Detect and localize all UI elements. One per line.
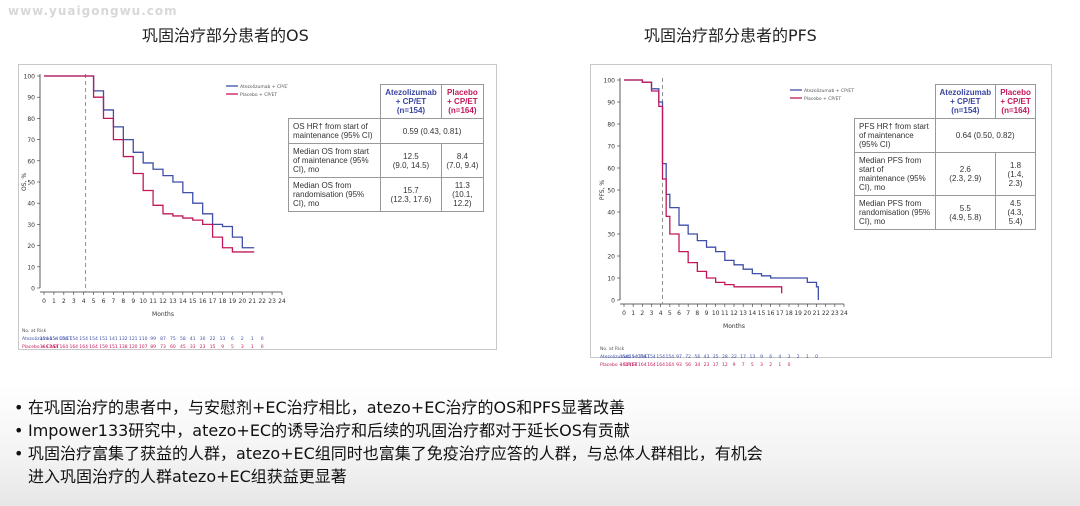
col-header-atezolizumab: Atezolizumab + CP/ET (n=154) <box>934 84 997 119</box>
col-header-line: (n=164) <box>448 106 477 115</box>
at-risk-count: 164 <box>647 362 656 368</box>
at-risk-count: 164 <box>656 362 665 368</box>
median-randomisation-atezo: 5.5 (4.9, 5.8) <box>934 195 997 230</box>
ci: (7.0, 9.4) <box>446 160 479 170</box>
bullet-dot: • <box>14 398 24 417</box>
at-risk-count: 164 <box>638 362 647 368</box>
median-maintenance-label: Median PFS from start of maintenance (95… <box>854 152 936 196</box>
value: 8.4 <box>456 151 468 161</box>
ci: (4.3, 5.4) <box>1007 208 1024 226</box>
at-risk-count: 2 <box>769 362 772 368</box>
bullet-item: • Impower133研究中，atezo+EC的诱导治疗和后续的巩固治疗都对于延… <box>14 419 763 442</box>
ci: (2.3, 2.9) <box>949 174 982 183</box>
at-risk-row-label: Placebo + CP/ET <box>600 362 637 368</box>
col-header-line: Atezolizumab <box>385 88 437 97</box>
at-risk-count: 164 <box>629 362 638 368</box>
value: 5.5 <box>959 203 971 213</box>
median-randomisation-placebo: 4.5 (4.3, 5.4) <box>995 195 1036 230</box>
ci: (4.9, 5.8) <box>949 212 982 222</box>
ci: (10.1, 12.2) <box>452 190 473 208</box>
bullet-text: Impower133研究中，atezo+EC的诱导治疗和后续的巩固治疗都对于延长… <box>28 421 630 440</box>
ci: (9.0, 14.5) <box>392 160 430 170</box>
pfs-summary-table: Atezolizumab + CP/ET (n=154) Placebo + C… <box>854 84 1037 230</box>
os-summary-table: Atezolizumab + CP/ET (n=154) Placebo + C… <box>287 84 485 212</box>
col-header-line: (n=154) <box>396 106 426 115</box>
median-randomisation-atezo: 15.7 (12.3, 17.6) <box>380 177 442 212</box>
col-header-line: (n=164) <box>1001 106 1030 115</box>
col-header-line: + CP/ET <box>950 97 981 106</box>
at-risk-count: 5 <box>751 362 754 368</box>
col-header-line: + CP/ET <box>447 97 478 106</box>
at-risk-count: 17 <box>713 362 719 368</box>
bullet-list: • 在巩固治疗的患者中，与安慰剂+EC治疗相比，atezo+EC治疗的OS和PFS… <box>14 396 763 488</box>
table-corner <box>288 84 381 119</box>
median-randomisation-label: Median OS from randomisation (95% CI), m… <box>287 177 382 212</box>
os-panel-title: 巩固治疗部分患者的OS <box>142 26 309 45</box>
at-risk-count: 23 <box>704 362 710 368</box>
at-risk-count: 3 <box>760 362 763 368</box>
col-header-placebo: Placebo + CP/ET (n=164) <box>440 84 485 119</box>
ci: (12.3, 17.6) <box>390 194 432 204</box>
median-maintenance-atezo: 12.5 (9.0, 14.5) <box>380 143 442 178</box>
col-header-placebo: Placebo + CP/ET (n=164) <box>995 84 1036 119</box>
median-maintenance-atezo: 2.6 (2.3, 2.9) <box>934 152 997 196</box>
value: 15.7 <box>403 185 419 195</box>
median-randomisation-placebo: 11.3 (10.1, 12.2) <box>440 177 485 212</box>
bullet-dot: • <box>14 444 24 463</box>
median-maintenance-placebo: 1.8 (1.4, 2.3) <box>995 152 1036 196</box>
value: 11.3 <box>454 181 470 190</box>
watermark: www.yuaigongwu.com <box>8 4 178 18</box>
at-risk-count: 93 <box>676 362 682 368</box>
at-risk-count: 0 <box>788 362 791 368</box>
at-risk-count: 1 <box>778 362 781 368</box>
at-risk-count: 34 <box>694 362 700 368</box>
bullet-item: • 巩固治疗富集了获益的人群，atezo+EC组同时也富集了免疫治疗应答的人群，与… <box>14 442 763 488</box>
value: 1.8 <box>1009 160 1022 170</box>
bullet-dot: • <box>14 421 24 440</box>
at-risk-count: 164 <box>620 362 629 368</box>
table-corner <box>854 84 936 119</box>
at-risk-count: 56 <box>685 362 691 368</box>
col-header-line: Placebo <box>447 88 478 97</box>
hr-value: 0.59 (0.43, 0.81) <box>380 118 484 144</box>
bullet-item: • 在巩固治疗的患者中，与安慰剂+EC治疗相比，atezo+EC治疗的OS和PFS… <box>14 396 763 419</box>
col-header-line: + CP/ET <box>1000 97 1031 106</box>
ci: (1.4, 2.3) <box>1007 169 1024 188</box>
bullet-text-continued: 进入巩固治疗的人群atezo+EC组获益更显著 <box>28 467 347 486</box>
col-header-line: + CP/ET <box>395 97 427 106</box>
at-risk-count: 12 <box>722 362 728 368</box>
col-header-atezolizumab: Atezolizumab + CP/ET (n=154) <box>380 84 442 119</box>
at-risk-count: 9 <box>733 362 736 368</box>
value: 4.5 <box>1009 199 1022 208</box>
pfs-panel-title: 巩固治疗部分患者的PFS <box>644 26 817 45</box>
value: 12.5 <box>403 151 419 161</box>
at-risk-count: 164 <box>666 362 675 368</box>
col-header-line: (n=154) <box>951 106 980 115</box>
median-maintenance-label: Median OS from start of maintenance (95%… <box>287 143 382 178</box>
hr-label: PFS HR† from start of maintenance (95% C… <box>854 118 936 153</box>
col-header-line: Atezolizumab <box>939 88 992 97</box>
at-risk-count: 7 <box>742 362 745 368</box>
bullet-text: 巩固治疗富集了获益的人群，atezo+EC组同时也富集了免疫治疗应答的人群，与总… <box>28 444 763 463</box>
median-randomisation-label: Median PFS from randomisation (95% CI), … <box>854 195 936 230</box>
bottom-notes-band <box>0 386 1080 506</box>
col-header-line: Placebo <box>1000 88 1031 97</box>
median-maintenance-placebo: 8.4 (7.0, 9.4) <box>440 143 485 178</box>
hr-value: 0.64 (0.50, 0.82) <box>934 118 1037 153</box>
value: 2.6 <box>959 165 971 174</box>
hr-label: OS HR† from start of maintenance (95% CI… <box>287 118 382 144</box>
bullet-text: 在巩固治疗的患者中，与安慰剂+EC治疗相比，atezo+EC治疗的OS和PFS显… <box>28 398 625 417</box>
